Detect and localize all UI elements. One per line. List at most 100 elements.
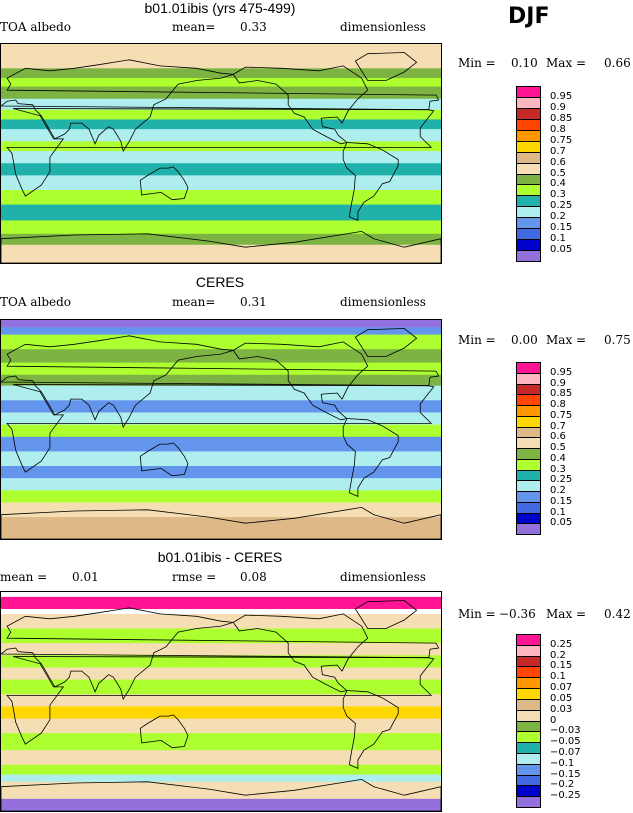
legend-level-label: 0.75 xyxy=(550,134,573,146)
zonal-band xyxy=(1,628,441,644)
zonal-band xyxy=(1,436,441,452)
coastline-greenland xyxy=(354,328,418,357)
zonal-band xyxy=(1,349,441,364)
legend-level-label: 0.1 xyxy=(550,671,566,683)
zonal-band xyxy=(1,667,441,681)
legend-level-label: 0.7 xyxy=(550,145,566,157)
panel-2-max-label: Max = xyxy=(546,333,587,347)
panel-3-mean-label: mean = xyxy=(0,570,48,584)
legend-level-label: 0.1 xyxy=(550,233,566,245)
panel-1-left-label: TOA albedo xyxy=(0,20,72,34)
legend-level-label: −0.07 xyxy=(550,746,581,758)
zonal-band xyxy=(1,175,441,191)
zonal-band xyxy=(1,643,441,656)
legend-level-label: 0.15 xyxy=(550,222,573,234)
coastline-greenland xyxy=(354,600,418,629)
season-label: DJF xyxy=(508,4,550,29)
coastline-north-america xyxy=(232,341,369,421)
legend-level-label: −0.03 xyxy=(550,725,581,737)
panel-1-max-value: 0.66 xyxy=(604,56,631,70)
zonal-band xyxy=(1,190,441,206)
coastline-antarctica xyxy=(1,230,441,263)
zonal-band xyxy=(1,592,441,598)
zonal-band xyxy=(1,679,441,695)
panel-1-legend: 0.95 0.9 0.85 0.8 0.75 0.7 0.6 0.5 0.4 0.3 0.25 0.2… xyxy=(516,86,616,262)
legend-level-label: 0.8 xyxy=(550,123,566,135)
legend-level-label: 0.5 xyxy=(550,167,566,179)
zonal-band xyxy=(1,119,441,130)
panel-3-max-value: 0.42 xyxy=(604,607,631,621)
legend-level-label: 0.6 xyxy=(550,431,566,443)
zonal-band xyxy=(1,750,441,766)
zonal-band xyxy=(1,764,441,775)
zonal-band xyxy=(1,141,441,152)
legend-level-label: 0.15 xyxy=(550,495,573,507)
zonal-band xyxy=(1,220,441,235)
coastline-antarctica xyxy=(1,506,441,539)
legend-level-label: 0.85 xyxy=(550,112,573,124)
panel-3-max-label: Max = xyxy=(546,607,587,621)
zonal-band xyxy=(1,233,441,246)
zonal-band xyxy=(1,781,441,800)
legend-level-label: 0.95 xyxy=(550,366,573,378)
legend-level-label: 0.9 xyxy=(550,377,566,389)
legend-level-label: 0.75 xyxy=(550,409,573,421)
legend-level-label: −0.05 xyxy=(550,736,581,748)
panel-3-min-value: −0.36 xyxy=(499,607,536,621)
panel-1-mean-label: mean= xyxy=(172,20,216,34)
panel-2-title: CERES xyxy=(195,274,245,290)
legend-level-label: 0.9 xyxy=(550,101,566,113)
coastline-south-america xyxy=(342,418,399,498)
zonal-band xyxy=(1,98,441,111)
zonal-band xyxy=(1,451,441,467)
zonal-band xyxy=(1,718,441,734)
coastline-europe-asia xyxy=(1,335,440,429)
legend-level-label: −0.2 xyxy=(550,779,575,791)
legend-swatch xyxy=(516,523,541,535)
legend-level-label: 0.8 xyxy=(550,399,566,410)
panel-3-units: dimensionless xyxy=(340,570,426,584)
zonal-band xyxy=(1,56,441,69)
zonal-band xyxy=(1,334,441,350)
coastline-south-america xyxy=(342,142,399,222)
legend-level-label: 0.1 xyxy=(550,506,566,518)
legend-swatch xyxy=(516,796,541,808)
coastline-africa xyxy=(6,656,435,745)
legend-level-label: 0.05 xyxy=(550,692,573,704)
legend-level-label: 0.85 xyxy=(550,388,573,400)
coastline-australia xyxy=(139,714,189,749)
coastline-europe-asia xyxy=(1,59,440,153)
panel-2-mean-value: 0.31 xyxy=(240,295,267,309)
legend-swatch xyxy=(516,250,541,262)
zonal-band xyxy=(1,400,441,413)
zonal-band xyxy=(1,109,441,120)
legend-level-label: 0.05 xyxy=(550,517,573,529)
panel-1-units: dimensionless xyxy=(340,20,426,34)
coastline-antarctica xyxy=(1,778,441,811)
panel-3-mean-value: 0.01 xyxy=(72,570,99,584)
zonal-band xyxy=(1,327,441,336)
coastline-africa xyxy=(6,108,435,197)
panel-1-mean-value: 0.33 xyxy=(240,20,267,34)
zonal-band xyxy=(1,151,441,164)
legend-level-label: 0.25 xyxy=(550,638,573,650)
zonal-band xyxy=(1,490,441,503)
coastline-australia xyxy=(139,442,189,477)
panel-3-min-label: Min = xyxy=(458,607,496,621)
legend-level-label: −0.15 xyxy=(550,768,581,780)
legend-level-label: 0.25 xyxy=(550,474,573,486)
zonal-band xyxy=(1,78,441,88)
zonal-band xyxy=(1,706,441,720)
legend-level-label: −0.25 xyxy=(550,790,581,802)
legend-level-label: 0.95 xyxy=(550,90,573,102)
legend-level-label: 0.6 xyxy=(550,156,566,168)
legend-level-label: 0.03 xyxy=(550,703,573,715)
legend-level-label: 0.05 xyxy=(550,244,573,256)
zonal-band xyxy=(1,774,441,783)
zonal-band xyxy=(1,244,441,263)
panel-3-title: b01.01ibis - CERES xyxy=(157,549,283,565)
panel-1-map xyxy=(0,43,442,264)
coastline-greenland xyxy=(354,52,418,81)
panel-2-min-label: Min = xyxy=(458,333,496,347)
zonal-band xyxy=(1,320,441,328)
